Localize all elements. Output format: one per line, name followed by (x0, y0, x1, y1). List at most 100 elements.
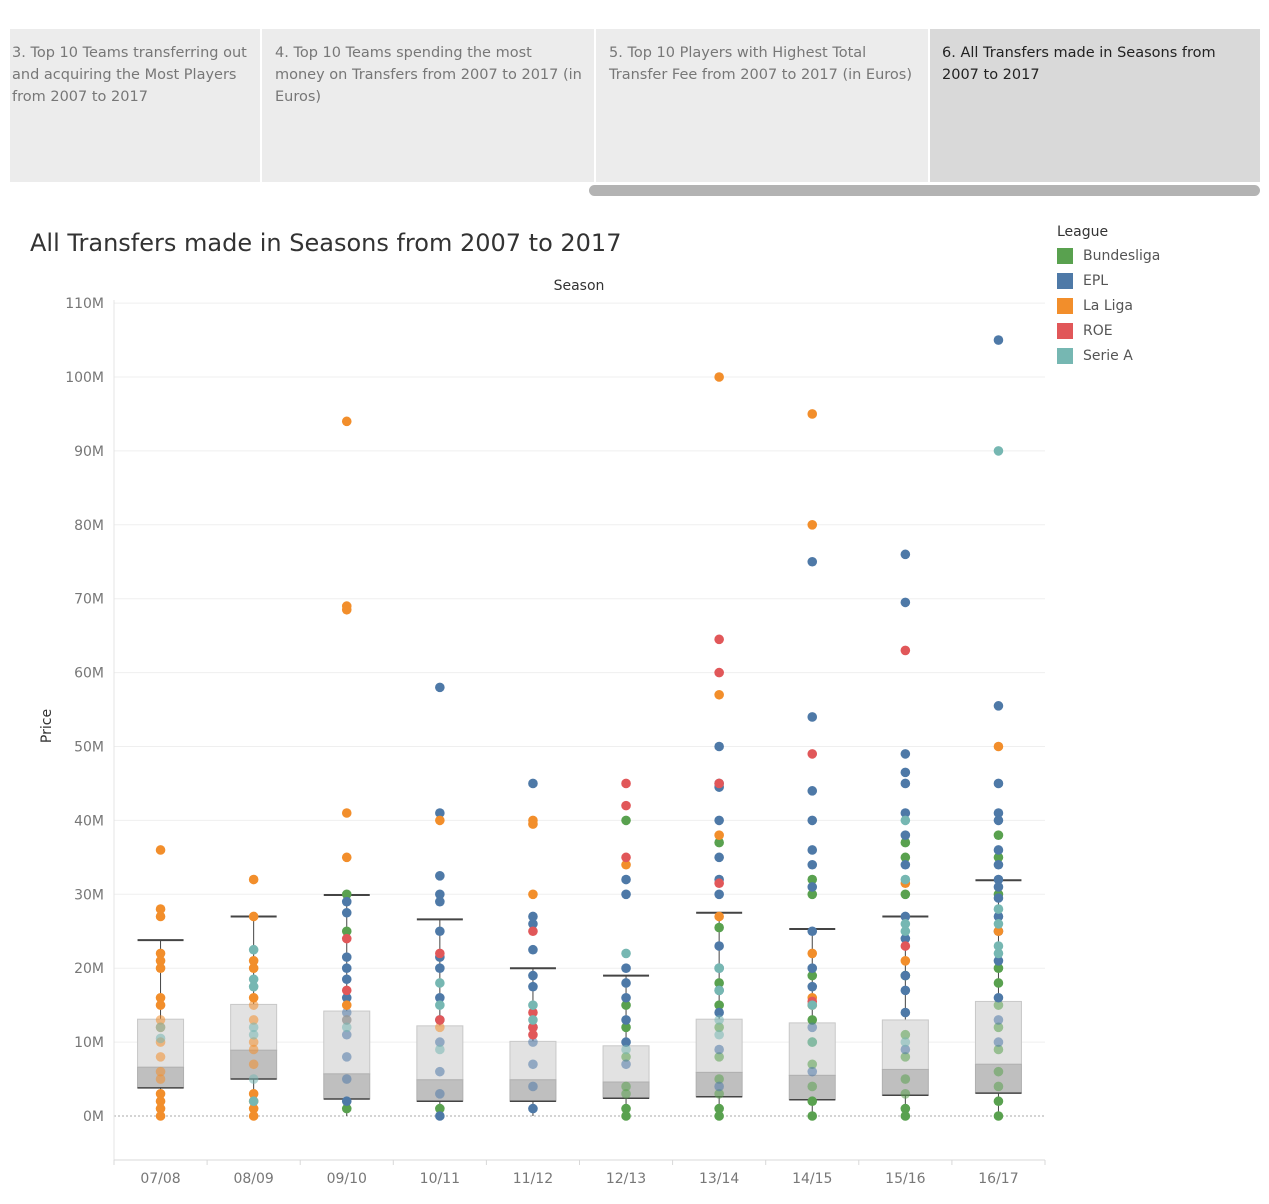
data-point (993, 859, 1004, 870)
data-point (714, 878, 724, 889)
data-point (900, 970, 911, 981)
data-point (435, 815, 445, 826)
data-point (528, 1007, 538, 1018)
data-point (807, 845, 818, 855)
data-point (435, 889, 445, 900)
data-point (155, 1074, 166, 1084)
data-point (528, 919, 538, 929)
data-point (621, 1111, 631, 1121)
data-point (155, 1066, 166, 1077)
data-point (435, 808, 445, 818)
data-point (435, 896, 445, 907)
data-point (993, 911, 1004, 922)
data-point (435, 871, 445, 881)
data-point (155, 1103, 166, 1114)
data-point (621, 1089, 631, 1099)
data-point (621, 800, 631, 811)
data-point (341, 952, 352, 962)
data-point (528, 1022, 538, 1033)
data-point (621, 1052, 631, 1062)
data-point (900, 1074, 911, 1084)
data-point (714, 1081, 724, 1092)
data-point (248, 992, 259, 1003)
y-tick-label: 10M (74, 1035, 104, 1051)
data-point (900, 645, 911, 656)
y-tick-label: 90M (74, 444, 104, 460)
data-point (714, 1111, 724, 1121)
data-point (900, 767, 911, 778)
data-point (900, 1103, 911, 1114)
tabs-scrollbar[interactable] (589, 185, 1260, 196)
data-point (621, 963, 631, 973)
data-point (341, 992, 352, 1003)
data-point (528, 1059, 538, 1070)
data-point (155, 845, 166, 855)
data-point (993, 815, 1004, 826)
legend-item[interactable]: ROE (1057, 318, 1160, 343)
data-point (714, 667, 724, 678)
legend-item[interactable]: La Liga (1057, 293, 1160, 318)
data-point (341, 896, 352, 907)
data-point (248, 1000, 259, 1010)
data-point (714, 852, 724, 863)
data-point (248, 874, 259, 885)
data-point (807, 1037, 818, 1047)
data-point (993, 446, 1004, 456)
data-point (714, 911, 724, 922)
data-point (621, 852, 631, 863)
legend-swatch (1057, 247, 1073, 264)
data-point (435, 1022, 445, 1033)
data-point (993, 1022, 1004, 1033)
data-point (248, 963, 259, 973)
data-point (248, 911, 259, 922)
tab-sheet-5[interactable]: 5. Top 10 Players with Highest Total Tra… (596, 29, 928, 182)
data-point (993, 956, 1004, 966)
data-point (341, 852, 352, 863)
data-point (714, 978, 724, 988)
data-point (341, 974, 352, 985)
tab-label: 4. Top 10 Teams spending the most money … (275, 45, 582, 105)
legend-label: Bundesliga (1083, 247, 1161, 264)
data-point (900, 919, 911, 929)
data-point (993, 741, 1004, 752)
data-point (807, 1096, 818, 1107)
data-point (248, 956, 259, 966)
legend-item[interactable]: Bundesliga (1057, 243, 1160, 268)
data-point (155, 1000, 166, 1010)
tab-sheet-3[interactable]: 3. Top 10 Teams transferring out and acq… (10, 29, 260, 182)
data-point (248, 1037, 259, 1047)
data-point (807, 1081, 818, 1092)
data-point (528, 1029, 538, 1040)
data-point (900, 815, 911, 826)
data-point (248, 1022, 259, 1033)
tab-sheet-4[interactable]: 4. Top 10 Teams spending the most money … (262, 29, 594, 182)
data-point (807, 874, 818, 885)
data-point (155, 1022, 166, 1033)
legend-item[interactable]: Serie A (1057, 343, 1160, 368)
data-point (621, 1081, 631, 1092)
data-point (900, 778, 911, 789)
data-point (341, 1000, 352, 1010)
tab-sheet-6[interactable]: 6. All Transfers made in Seasons from 20… (930, 29, 1260, 182)
data-point (435, 1066, 445, 1077)
data-point (155, 948, 166, 959)
data-point (900, 941, 911, 951)
data-point (807, 556, 818, 567)
data-point (714, 1103, 724, 1114)
legend-item[interactable]: EPL (1057, 268, 1160, 293)
data-point (993, 904, 1004, 914)
data-point (341, 985, 352, 996)
data-point (341, 1022, 352, 1033)
y-tick-label: 80M (74, 518, 104, 534)
data-point (621, 1103, 631, 1114)
data-point (714, 837, 724, 848)
data-point (993, 852, 1004, 863)
data-point (714, 815, 724, 826)
data-point (900, 911, 911, 922)
data-point (155, 1111, 166, 1121)
data-point (900, 830, 911, 840)
data-point (993, 701, 1004, 711)
data-point (900, 1052, 911, 1062)
data-point (155, 1015, 166, 1025)
